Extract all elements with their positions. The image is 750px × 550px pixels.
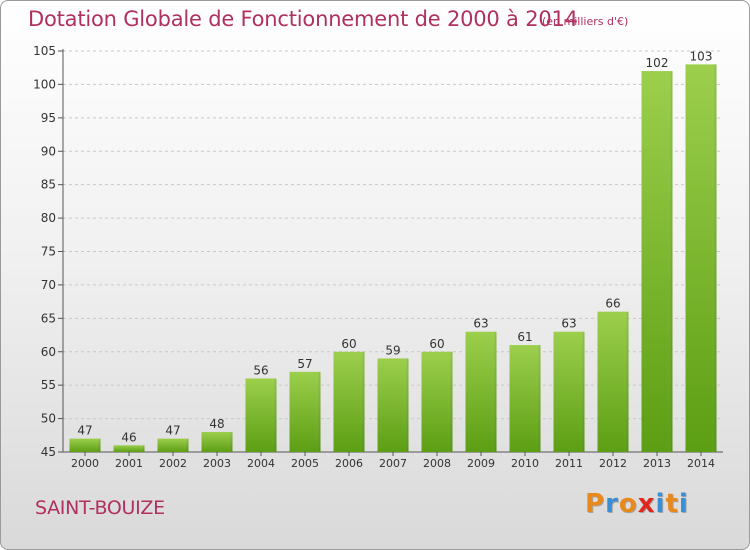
value-label-2009: 63 <box>473 317 488 331</box>
value-label-2000: 47 <box>77 424 92 438</box>
y-tick-label: 80 <box>41 211 56 225</box>
logo-letter: t <box>665 489 679 519</box>
x-tick-label-2004: 2004 <box>247 457 275 470</box>
bar-shade-2003 <box>201 431 233 452</box>
x-tick-label-2002: 2002 <box>159 457 187 470</box>
bars <box>69 64 717 453</box>
y-tick-label: 65 <box>41 311 56 325</box>
x-tick-labels: 2000 2001 2002 2003 2004 2005 2006 2007 2008 2009… <box>71 457 715 470</box>
y-tick-label: 55 <box>41 378 56 392</box>
bar-shade-2008 <box>421 351 453 452</box>
logo-letter: i <box>655 489 666 519</box>
value-labels: 47 46 47 48 56 57 60 59 60 63 61 63 66 102 103 <box>77 49 712 444</box>
value-label-2006: 60 <box>341 337 356 351</box>
x-tick-label-2005: 2005 <box>291 457 319 470</box>
chart-title: Dotation Globale de Fonctionnement de 20… <box>28 7 578 31</box>
logo-letter: r <box>605 489 619 519</box>
y-tick-label: 70 <box>41 278 56 292</box>
value-label-2001: 46 <box>121 430 136 444</box>
x-tick-label-2008: 2008 <box>423 457 451 470</box>
bar-shade-2000 <box>69 438 101 452</box>
y-tick-labels: 45 50 55 60 65 70 75 80 85 90 95 100 105 <box>33 44 56 459</box>
x-tick-label-2003: 2003 <box>203 457 231 470</box>
value-label-2012: 66 <box>605 297 620 311</box>
logo-letter: i <box>678 489 689 519</box>
x-tick-label-2011: 2011 <box>555 457 583 470</box>
bar-shade-2006 <box>333 351 365 452</box>
value-label-2010: 61 <box>517 330 532 344</box>
x-tick-label-2012: 2012 <box>599 457 627 470</box>
bar-shade-2010 <box>509 345 541 452</box>
value-label-2005: 57 <box>297 357 312 371</box>
bar-shade-2007 <box>377 358 409 452</box>
bar-shade-2009 <box>465 331 497 452</box>
value-label-2007: 59 <box>385 343 400 357</box>
value-label-2002: 47 <box>165 424 180 438</box>
y-tick-label: 75 <box>41 245 56 259</box>
y-tick-label: 95 <box>41 111 56 125</box>
logo-letter: o <box>618 489 638 519</box>
x-tick-label-2001: 2001 <box>115 457 143 470</box>
y-tick-label: 85 <box>41 178 56 192</box>
bar-shade-2002 <box>157 438 189 452</box>
value-label-2003: 48 <box>209 417 224 431</box>
bar-shade-2013 <box>641 71 673 453</box>
y-tick-label: 100 <box>33 77 56 91</box>
x-tick-label-2014: 2014 <box>687 457 715 470</box>
bar-shade-2001 <box>113 445 145 452</box>
value-label-2013: 102 <box>646 56 669 70</box>
x-tick-label-2013: 2013 <box>643 457 671 470</box>
x-tick-label-2007: 2007 <box>379 457 407 470</box>
commune-name: SAINT-BOUIZE <box>35 497 165 519</box>
y-tick-label: 105 <box>33 44 56 58</box>
bar-shade-2011 <box>553 331 585 452</box>
bar-shade-2012 <box>597 311 629 452</box>
y-tick-label: 50 <box>41 412 56 426</box>
proxiti-logo: Proxiti <box>585 489 689 519</box>
x-tick-label-2006: 2006 <box>335 457 363 470</box>
y-tick-label: 45 <box>41 445 56 459</box>
x-tick-label-2010: 2010 <box>511 457 539 470</box>
bar-shade-2004 <box>245 378 277 452</box>
value-label-2014: 103 <box>690 49 713 63</box>
value-label-2011: 63 <box>561 317 576 331</box>
y-tick-label: 90 <box>41 144 56 158</box>
bar-shade-2005 <box>289 371 321 452</box>
logo-letter: x <box>637 489 656 519</box>
y-tick-label: 60 <box>41 345 56 359</box>
value-label-2008: 60 <box>429 337 444 351</box>
value-label-2004: 56 <box>253 363 268 377</box>
x-tick-label-2009: 2009 <box>467 457 495 470</box>
bar-shade-2014 <box>685 64 717 452</box>
logo-letter: P <box>585 489 606 519</box>
chart-unit: (en milliers d'€) <box>542 15 629 28</box>
x-tick-label-2000: 2000 <box>71 457 99 470</box>
